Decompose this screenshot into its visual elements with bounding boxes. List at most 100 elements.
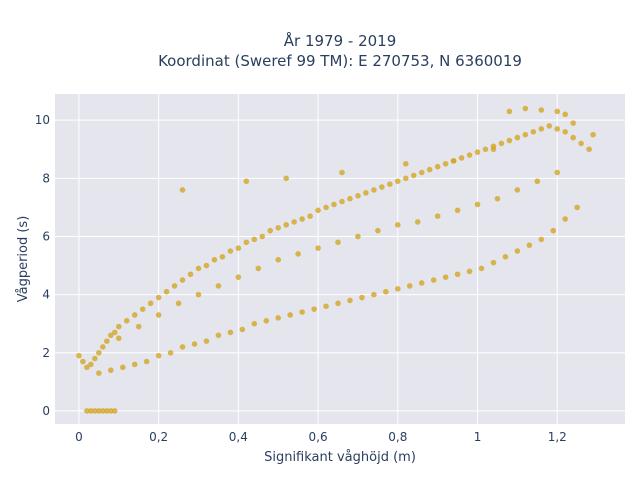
x-axis-ticks: 0 0,2 0,4 0,6 0,8 1 1,2 bbox=[75, 430, 567, 444]
scatter-point bbox=[574, 204, 580, 211]
y-axis-title: Vågperiod (s) bbox=[16, 216, 31, 303]
y-axis-ticks: 0 2 4 6 8 10 bbox=[35, 113, 50, 418]
scatter-point bbox=[239, 326, 246, 333]
scatter-point bbox=[96, 408, 102, 414]
scatter-point bbox=[379, 184, 385, 190]
scatter-point bbox=[175, 300, 182, 307]
scatter-point bbox=[88, 408, 94, 414]
scatter-point bbox=[434, 213, 441, 219]
scatter-point bbox=[179, 344, 186, 350]
scatter-point bbox=[227, 248, 234, 254]
scatter-point bbox=[498, 140, 505, 147]
scatter-point bbox=[191, 341, 198, 347]
scatter-point bbox=[554, 108, 561, 115]
scatter-point bbox=[442, 274, 449, 280]
scatter-point bbox=[387, 181, 393, 187]
scatter-point bbox=[530, 128, 537, 135]
scatter-point bbox=[143, 358, 150, 365]
y-tick-label: 0 bbox=[42, 404, 50, 418]
scatter-point bbox=[466, 268, 473, 275]
scatter-point bbox=[458, 155, 465, 161]
scatter-point bbox=[179, 277, 186, 283]
scatter-point bbox=[490, 259, 497, 266]
scatter-point bbox=[570, 120, 576, 126]
scatter-point bbox=[514, 248, 521, 254]
scatter-point bbox=[426, 166, 433, 173]
scatter-point bbox=[104, 338, 110, 344]
scatter-point bbox=[179, 187, 186, 193]
scatter-point bbox=[363, 190, 369, 196]
scatter-point bbox=[227, 329, 234, 336]
scatter-point bbox=[514, 187, 521, 193]
y-tick-label: 4 bbox=[42, 288, 50, 302]
scatter-point bbox=[147, 300, 154, 307]
scatter-point bbox=[295, 251, 301, 257]
scatter-point bbox=[100, 408, 106, 414]
chart-title-line-1: År 1979 - 2019 bbox=[284, 31, 397, 50]
scatter-point bbox=[402, 175, 409, 182]
scatter-point bbox=[135, 323, 142, 330]
scatter-point bbox=[211, 256, 218, 263]
scatter-point bbox=[414, 219, 421, 225]
scatter-point bbox=[275, 315, 282, 321]
scatter-point bbox=[554, 126, 561, 132]
scatter-point bbox=[88, 361, 94, 368]
y-tick-label: 8 bbox=[42, 171, 50, 185]
scatter-point bbox=[283, 222, 289, 228]
scatter-point bbox=[554, 169, 561, 176]
scatter-point bbox=[219, 254, 226, 260]
scatter-point bbox=[259, 233, 266, 240]
scatter-point bbox=[255, 265, 262, 272]
scatter-point bbox=[80, 358, 86, 365]
x-axis-title: Signifikant våghöjd (m) bbox=[264, 450, 416, 465]
scatter-point bbox=[155, 352, 162, 359]
scatter-point bbox=[402, 160, 409, 167]
scatter-point bbox=[155, 294, 162, 301]
scatter-point bbox=[347, 195, 353, 202]
scatter-point bbox=[263, 317, 270, 324]
scatter-point bbox=[430, 277, 437, 283]
scatter-point bbox=[111, 329, 118, 336]
scatter-point bbox=[92, 408, 98, 414]
x-tick-label: 0,6 bbox=[309, 430, 328, 444]
scatter-point bbox=[482, 146, 489, 153]
x-tick-label: 0,4 bbox=[229, 430, 248, 444]
scatter-point bbox=[474, 149, 481, 155]
scatter-point bbox=[534, 178, 541, 185]
scatter-point bbox=[375, 227, 381, 234]
scatter-point bbox=[538, 236, 545, 243]
scatter-point bbox=[526, 242, 533, 248]
scatter-point bbox=[96, 370, 102, 376]
scatter-point bbox=[315, 245, 321, 251]
scatter-point bbox=[195, 291, 202, 298]
y-tick-label: 2 bbox=[42, 346, 50, 360]
scatter-point bbox=[115, 335, 122, 342]
scatter-point bbox=[215, 332, 222, 339]
scatter-point bbox=[562, 216, 569, 222]
scatter-point bbox=[235, 245, 242, 251]
scatter-point bbox=[522, 131, 529, 138]
scatter-point bbox=[311, 306, 317, 312]
x-tick-label: 1 bbox=[474, 430, 482, 444]
scatter-point bbox=[267, 227, 274, 234]
scatter-point bbox=[355, 233, 361, 240]
scatter-point bbox=[104, 408, 110, 414]
scatter-point bbox=[131, 361, 138, 368]
scatter-point bbox=[171, 283, 178, 289]
scatter-point bbox=[203, 262, 210, 269]
scatter-point bbox=[195, 265, 202, 272]
scatter-point bbox=[474, 201, 481, 208]
scatter-point bbox=[339, 169, 345, 176]
scatter-point bbox=[478, 265, 485, 272]
scatter-point bbox=[494, 195, 501, 202]
scatter-point bbox=[251, 320, 258, 327]
scatter-point bbox=[203, 338, 210, 344]
scatter-point bbox=[359, 294, 365, 301]
y-tick-label: 10 bbox=[35, 113, 50, 127]
scatter-point bbox=[550, 227, 557, 234]
scatter-point bbox=[275, 256, 282, 263]
scatter-point bbox=[307, 213, 313, 219]
scatter-point bbox=[586, 146, 592, 153]
scatter-point bbox=[454, 271, 461, 278]
